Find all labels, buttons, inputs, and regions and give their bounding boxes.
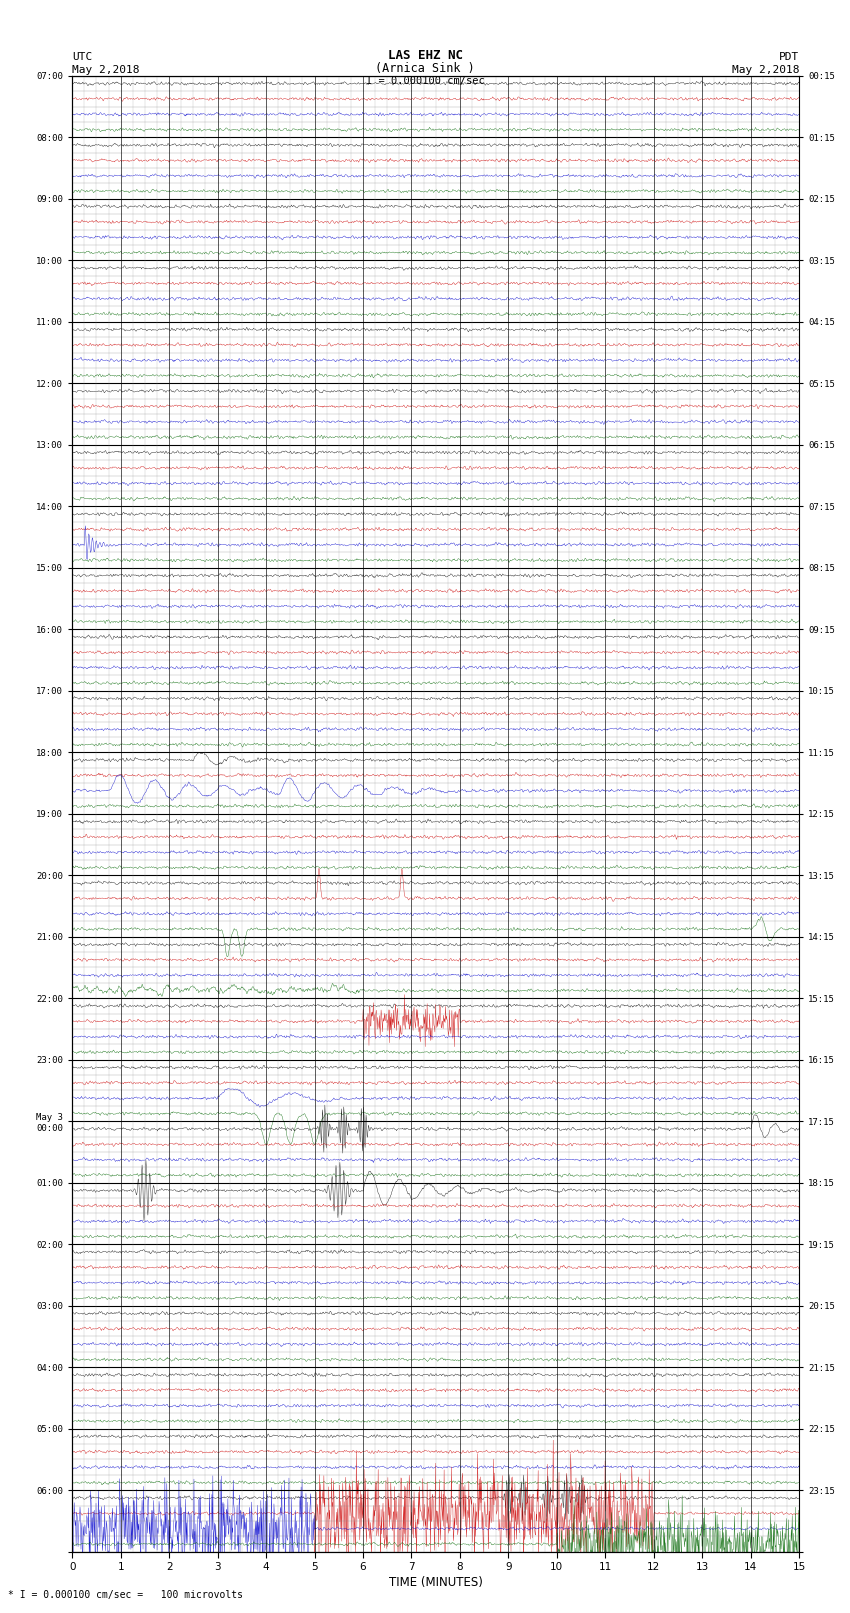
Text: I = 0.000100 cm/sec: I = 0.000100 cm/sec bbox=[366, 76, 484, 85]
Text: * I = 0.000100 cm/sec =   100 microvolts: * I = 0.000100 cm/sec = 100 microvolts bbox=[8, 1590, 243, 1600]
Text: (Arnica Sink ): (Arnica Sink ) bbox=[375, 61, 475, 76]
Text: UTC: UTC bbox=[72, 52, 93, 63]
Text: May 2,2018: May 2,2018 bbox=[732, 65, 799, 76]
X-axis label: TIME (MINUTES): TIME (MINUTES) bbox=[388, 1576, 483, 1589]
Text: PDT: PDT bbox=[779, 52, 799, 63]
Text: LAS EHZ NC: LAS EHZ NC bbox=[388, 48, 462, 63]
Text: May 2,2018: May 2,2018 bbox=[72, 65, 139, 76]
